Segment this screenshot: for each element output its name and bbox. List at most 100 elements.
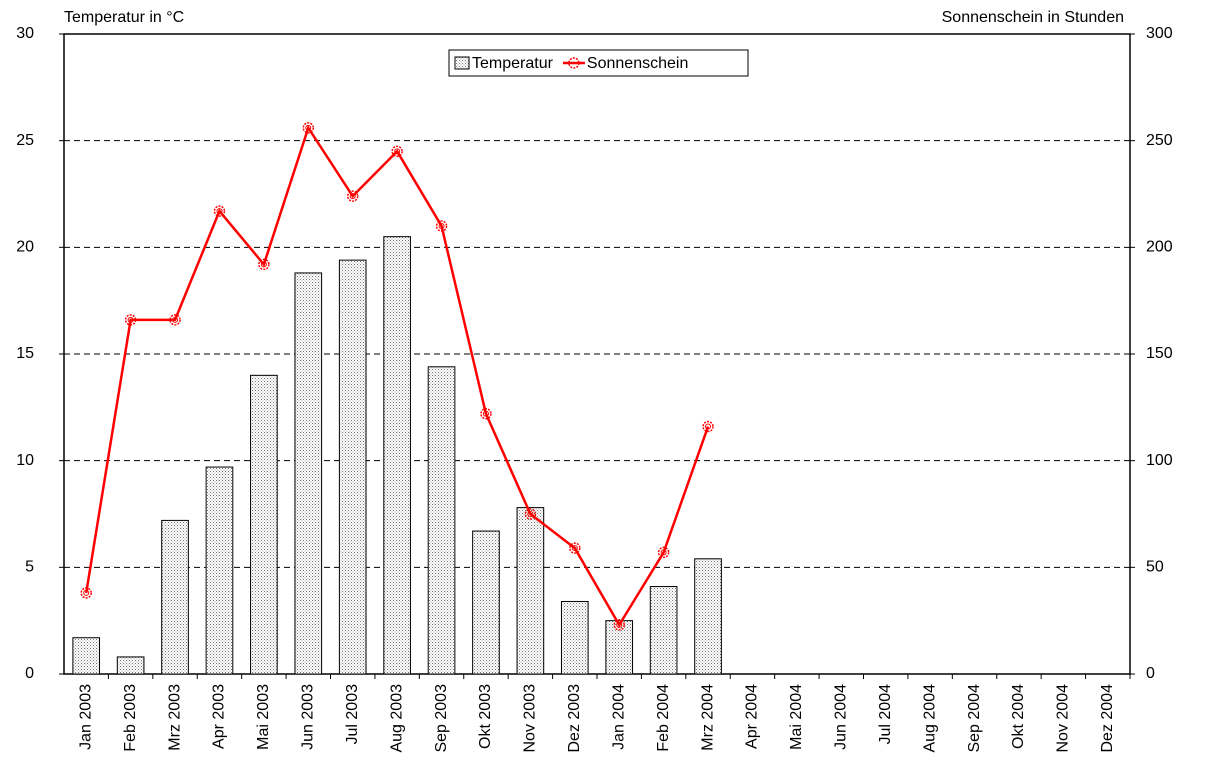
bar <box>560 600 589 675</box>
legend-box <box>448 49 749 77</box>
line-marker <box>480 407 492 420</box>
marker-core <box>482 410 489 417</box>
y2-tick-label: 250 <box>1146 132 1173 149</box>
y2-tick-label: 150 <box>1146 345 1173 362</box>
marker-core <box>705 423 712 430</box>
x-tick-label: Okt 2003 <box>477 684 494 749</box>
marker-ring <box>480 407 492 420</box>
marker-ring <box>258 258 270 271</box>
marker-ring <box>302 122 315 134</box>
bar <box>116 656 145 675</box>
x-tick-label: Aug 2003 <box>388 684 405 753</box>
x-tick-label: Jul 2004 <box>877 684 894 745</box>
marker-core <box>172 316 179 323</box>
marker-core <box>527 511 534 517</box>
bar <box>516 507 545 675</box>
bar <box>338 259 367 675</box>
y-tick-label: 0 <box>25 665 34 682</box>
y-tick-label: 30 <box>16 25 34 42</box>
line-marker <box>169 314 181 326</box>
line-marker <box>258 258 270 271</box>
line-marker <box>613 619 625 631</box>
line-marker <box>524 508 537 520</box>
line-marker <box>213 205 226 217</box>
marker-ring <box>80 587 92 599</box>
marker-ring <box>569 542 581 554</box>
x-tick-label: Jun 2004 <box>833 684 850 750</box>
bar <box>161 519 189 675</box>
legend-swatch <box>454 56 470 70</box>
y-axis-label: Temperatur in °C <box>64 9 184 26</box>
marker-core <box>127 316 134 323</box>
line-marker <box>124 314 137 326</box>
bar <box>72 637 101 675</box>
bar <box>649 586 678 675</box>
marker-core <box>571 545 578 552</box>
x-tick-label: Feb 2004 <box>655 684 672 752</box>
y-tick-label: 5 <box>25 559 34 576</box>
x-tick-label: Sep 2004 <box>966 684 983 753</box>
marker-core <box>260 261 267 268</box>
marker-core <box>660 549 667 556</box>
x-tick-label: Jan 2004 <box>610 684 627 750</box>
line-marker <box>657 546 670 559</box>
x-tick-label: Aug 2004 <box>921 684 938 753</box>
y2-tick-label: 200 <box>1146 239 1173 256</box>
x-tick-label: Mrz 2003 <box>166 684 183 751</box>
marker-core <box>394 148 401 155</box>
marker-ring <box>391 145 403 158</box>
y-tick-label: 20 <box>16 239 34 256</box>
y2-tick-label: 50 <box>1146 559 1164 576</box>
marker-ring <box>702 420 714 433</box>
marker-ring <box>124 314 137 326</box>
y2-tick-label: 300 <box>1146 25 1173 42</box>
y-tick-label: 10 <box>16 452 34 469</box>
marker-core <box>438 223 445 229</box>
x-tick-label: Dez 2004 <box>1099 684 1116 753</box>
legend: Temperatur Sonnenschein <box>448 49 749 77</box>
bar <box>605 620 634 675</box>
marker-ring <box>524 508 537 520</box>
bar <box>294 272 323 675</box>
bar <box>694 558 722 675</box>
marker-core <box>305 124 312 131</box>
x-tick-label: Nov 2003 <box>522 684 539 753</box>
legend-marker <box>568 57 580 69</box>
x-tick-label: Dez 2003 <box>566 684 583 753</box>
marker-core <box>83 589 90 596</box>
marker-core <box>616 621 623 628</box>
x-tick-label: Mai 2004 <box>788 684 805 750</box>
marker-ring <box>435 220 448 232</box>
marker-ring <box>169 314 181 326</box>
y-tick-label: 25 <box>16 132 34 149</box>
line-marker <box>346 190 359 202</box>
x-tick-label: Apr 2003 <box>211 684 228 749</box>
marker-ring <box>657 546 670 559</box>
x-tick-label: Sep 2003 <box>433 684 450 753</box>
marker-core <box>349 193 356 200</box>
bar <box>250 374 278 675</box>
bar <box>472 530 500 675</box>
x-tick-label: Mai 2003 <box>255 684 272 750</box>
line <box>84 124 710 628</box>
marker-ring <box>213 205 226 217</box>
bar <box>383 236 411 675</box>
marker-core <box>216 208 223 215</box>
x-tick-label: Jun 2003 <box>300 684 317 750</box>
x-tick-label: Apr 2004 <box>744 684 761 749</box>
bar <box>205 466 234 675</box>
legend-label: Sonnenschein <box>587 55 688 72</box>
x-tick-label: Feb 2003 <box>122 684 139 752</box>
x-tick-label: Jul 2003 <box>344 684 361 745</box>
line-marker <box>702 420 714 433</box>
marker-ring <box>613 619 625 631</box>
line-marker <box>435 220 448 232</box>
legend-label: Temperatur <box>472 55 554 72</box>
x-tick-label: Mrz 2004 <box>699 684 716 751</box>
x-tick-label: Nov 2004 <box>1055 684 1072 753</box>
y-tick-label: 15 <box>16 345 34 362</box>
marker-ring <box>346 190 359 202</box>
y2-tick-label: 0 <box>1146 665 1155 682</box>
